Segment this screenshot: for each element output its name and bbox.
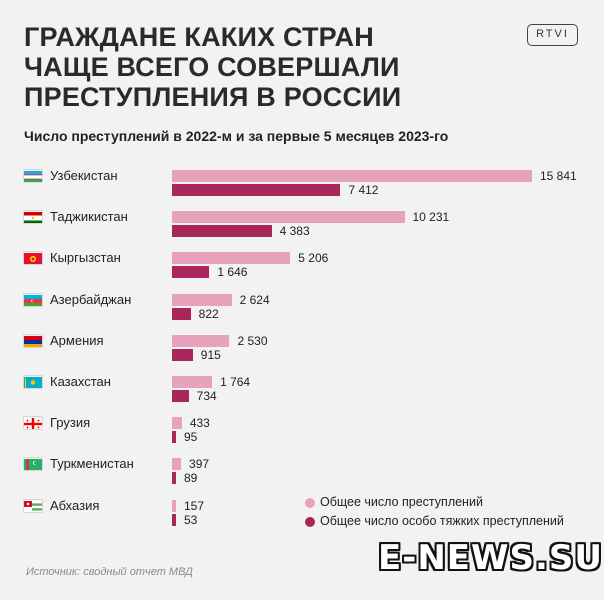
kyrgyzstan-flag-icon <box>24 252 42 265</box>
bar-total <box>172 293 232 306</box>
bar-total <box>172 417 182 430</box>
azerbaijan-flag-icon <box>24 294 42 306</box>
data-label: 10 231 <box>412 210 450 225</box>
title-line: ЧАЩЕ ВСЕГО СОВЕРШАЛИ <box>24 52 400 82</box>
legend-marker-total <box>305 498 315 508</box>
bar-serious <box>172 266 210 279</box>
legend-marker-serious <box>305 517 315 527</box>
data-label: 89 <box>184 471 198 486</box>
source-note: Источник: сводный отчет МВД <box>26 566 193 578</box>
abkhazia-flag-icon <box>24 500 42 512</box>
data-label: 822 <box>198 306 219 321</box>
bar-serious <box>172 307 191 320</box>
data-label: 2 530 <box>237 333 268 348</box>
kazakhstan-flag-icon <box>24 376 42 388</box>
data-label: 7 412 <box>348 183 379 197</box>
data-label: 53 <box>184 512 198 527</box>
data-label: 734 <box>196 389 217 403</box>
data-label: 1 646 <box>217 265 248 280</box>
data-label: 433 <box>189 416 210 431</box>
watermark: E-NEWS.SU <box>378 538 604 578</box>
bar-serious <box>172 390 189 402</box>
data-label: 397 <box>189 457 210 472</box>
armenia-flag-icon <box>24 335 42 347</box>
bar-total <box>172 211 405 224</box>
bar-total <box>172 376 213 388</box>
data-label: 95 <box>184 430 198 445</box>
bar-total <box>172 334 230 347</box>
bar-serious <box>172 184 341 196</box>
bar-serious <box>172 472 176 485</box>
chart-subtitle: Число преступлений в 2022-м и за первые … <box>24 128 449 144</box>
data-label: 915 <box>200 347 221 362</box>
bar-total <box>172 170 532 182</box>
category-label: Грузия <box>50 415 91 431</box>
legend-label-total: Общее число преступлений <box>320 495 483 509</box>
category-label: Армения <box>50 332 104 348</box>
data-label: 2 624 <box>239 292 270 307</box>
data-label: 4 383 <box>279 224 310 239</box>
data-label: 1 764 <box>220 375 251 389</box>
category-label: Казахстан <box>50 374 111 389</box>
turkmenistan-flag-icon <box>24 458 42 471</box>
rtvi-logo: RTVI <box>527 24 578 46</box>
bar-serious <box>172 431 176 444</box>
bar-total <box>172 499 176 512</box>
bar-total <box>172 252 291 265</box>
chart-title: ГРАЖДАНЕ КАКИХ СТРАН ЧАЩЕ ВСЕГО СОВЕРШАЛ… <box>24 22 444 112</box>
category-label: Туркменистан <box>50 456 134 472</box>
data-label: 5 206 <box>298 251 329 266</box>
category-label: Абхазия <box>50 497 100 513</box>
legend-label-serious: Общее число особо тяжких преступлений <box>320 514 564 528</box>
category-label: Узбекистан <box>50 168 118 183</box>
title-line: ПРЕСТУПЛЕНИЯ В РОССИИ <box>24 82 402 112</box>
data-label: 15 841 <box>540 169 577 183</box>
uzbekistan-flag-icon <box>24 170 42 182</box>
bar-serious <box>172 348 193 361</box>
category-label: Кыргызстан <box>50 250 121 266</box>
bar-serious <box>172 225 272 238</box>
category-label: Таджикистан <box>50 209 128 225</box>
tajikistan-flag-icon <box>24 211 42 224</box>
georgia-flag-icon <box>24 417 42 430</box>
category-label: Азербайджан <box>50 291 132 307</box>
bar-total <box>172 458 182 471</box>
data-label: 157 <box>184 498 205 513</box>
bar-serious <box>172 513 176 526</box>
title-line: ГРАЖДАНЕ КАКИХ СТРАН <box>24 22 374 52</box>
